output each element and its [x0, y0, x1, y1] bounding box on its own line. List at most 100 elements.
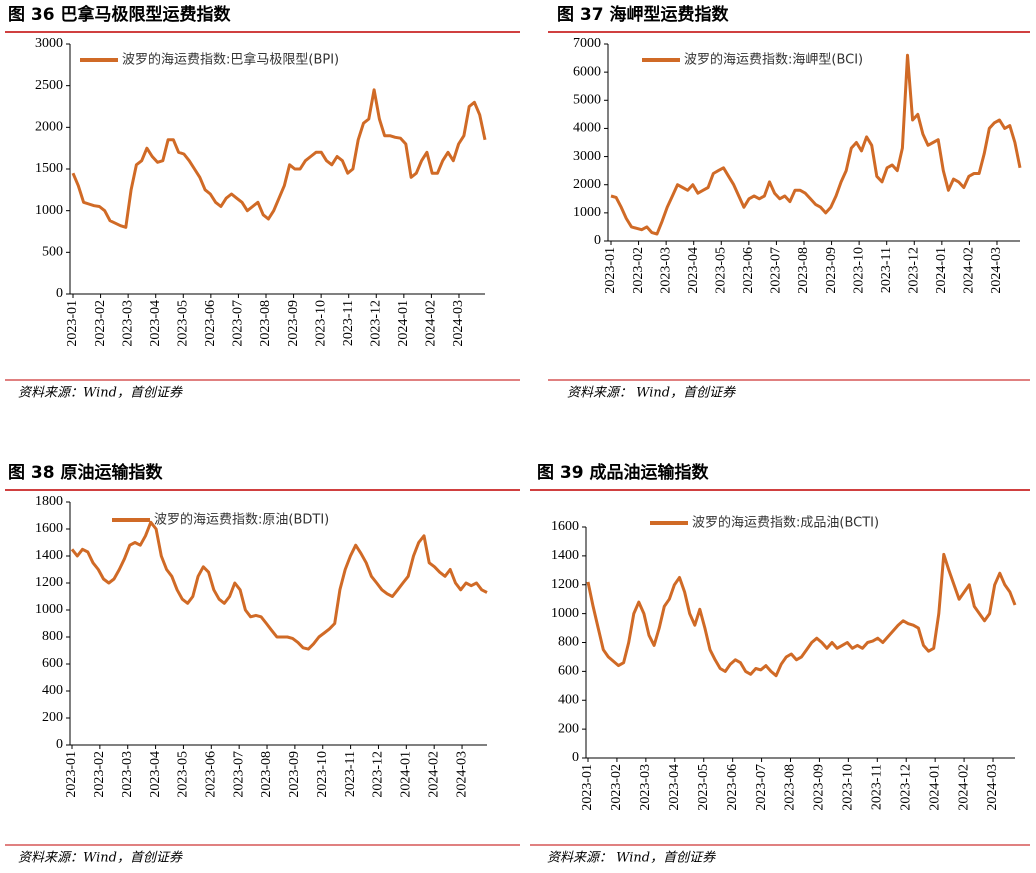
x-tick-label: 2024-01 — [399, 751, 414, 798]
x-tick-label: 2023-07 — [754, 764, 769, 811]
x-tick-label: 2023-08 — [796, 247, 811, 294]
x-tick-label: 2023-12 — [898, 764, 913, 811]
x-tick-label: 2023-06 — [741, 247, 756, 294]
x-tick-label: 2023-06 — [203, 300, 218, 347]
x-tick-label: 2023-01 — [580, 764, 595, 811]
chart-title: 图 39 成品油运输指数 — [537, 462, 709, 483]
x-tick-label: 2023-05 — [175, 300, 190, 347]
x-tick-label: 2023-01 — [603, 247, 618, 294]
source: 资料来源：Wind，首创证券 — [18, 386, 183, 401]
x-tick-label: 2023-05 — [713, 247, 728, 294]
x-tick-label: 2024-01 — [934, 247, 949, 294]
y-tick-label: 1600 — [551, 519, 579, 534]
x-tick-label: 2023-06 — [204, 751, 219, 798]
y-tick-label: 800 — [42, 629, 63, 644]
x-tick-label: 2024-03 — [989, 247, 1004, 294]
x-tick-label: 2023-06 — [725, 764, 740, 811]
line — [70, 520, 488, 651]
x-tick-label: 2023-07 — [231, 300, 246, 347]
y-tick-label: 0 — [56, 737, 63, 752]
x-tick-label: 2023-03 — [658, 247, 673, 294]
y-tick-label: 200 — [42, 710, 63, 725]
y-tick-label: 1500 — [35, 161, 63, 176]
x-tick-label: 2023-08 — [259, 751, 274, 798]
x-tick-label: 2023-10 — [841, 764, 856, 811]
y-tick-label: 3000 — [573, 149, 601, 164]
x-tick-label: 2023-11 — [870, 764, 885, 810]
x-tick-label: 2023-01 — [65, 300, 80, 347]
y-tick-label: 4000 — [573, 121, 601, 136]
y-tick-label: 600 — [42, 656, 63, 671]
x-tick-label: 2023-03 — [120, 300, 135, 347]
x-tick-label: 2023-08 — [258, 300, 273, 347]
x-tick-label: 2024-03 — [454, 751, 469, 798]
x-tick-label: 2024-02 — [426, 751, 441, 798]
x-tick-label: 2024-01 — [396, 300, 411, 347]
source: 资料来源： Wind，首创证券 — [567, 386, 736, 401]
x-tick-label: 2023-05 — [176, 751, 191, 798]
chart-title: 图 37 海岬型运费指数 — [557, 4, 729, 25]
y-tick-label: 400 — [558, 692, 579, 707]
y-tick-label: 1000 — [35, 203, 63, 218]
x-tick-label: 2024-02 — [424, 300, 439, 347]
y-tick-label: 1000 — [573, 205, 601, 220]
y-tick-label: 600 — [558, 664, 579, 679]
x-tick-label: 2023-02 — [92, 751, 107, 798]
x-tick-label: 2023-01 — [64, 751, 79, 798]
x-tick-label: 2023-12 — [371, 751, 386, 798]
x-tick-label: 2024-02 — [962, 247, 977, 294]
x-tick-label: 2023-02 — [631, 247, 646, 294]
x-tick-label: 2023-04 — [667, 764, 682, 811]
y-tick-label: 2000 — [35, 120, 63, 135]
y-tick-label: 1000 — [35, 602, 63, 617]
x-tick-label: 2023-11 — [341, 300, 356, 346]
x-tick-label: 2023-02 — [609, 764, 624, 811]
x-tick-label: 2023-03 — [120, 751, 135, 798]
x-tick-label: 2023-03 — [638, 764, 653, 811]
chart-title: 图 36 巴拿马极限型运费指数 — [8, 4, 231, 25]
y-tick-label: 500 — [42, 245, 63, 260]
x-tick-label: 2023-11 — [879, 247, 894, 293]
source: 资料来源：Wind，首创证券 — [18, 851, 183, 866]
x-tick-label: 2023-08 — [783, 764, 798, 811]
line — [586, 552, 1017, 678]
y-tick-label: 0 — [56, 286, 63, 301]
x-tick-label: 2023-04 — [148, 300, 163, 347]
x-tick-label: 2024-02 — [956, 764, 971, 811]
y-tick-label: 3000 — [35, 36, 63, 51]
y-tick-label: 1400 — [35, 548, 63, 563]
legend-label: 波罗的海运费指数:巴拿马极限型(BPI) — [122, 52, 339, 68]
y-tick-label: 1200 — [551, 577, 579, 592]
x-tick-label: 2023-09 — [287, 751, 302, 798]
y-tick-label: 7000 — [573, 36, 601, 51]
x-tick-label: 2023-09 — [812, 764, 827, 811]
y-tick-label: 2500 — [35, 78, 63, 93]
x-tick-label: 2023-04 — [686, 247, 701, 294]
x-tick-label: 2023-12 — [906, 247, 921, 294]
x-tick-label: 2023-12 — [368, 300, 383, 347]
x-tick-label: 2024-03 — [451, 300, 466, 347]
y-tick-label: 400 — [42, 683, 63, 698]
y-tick-label: 0 — [594, 233, 601, 248]
x-tick-label: 2024-01 — [927, 764, 942, 811]
line — [610, 53, 1022, 236]
x-tick-label: 2023-04 — [148, 751, 163, 798]
x-tick-label: 2023-09 — [286, 300, 301, 347]
x-tick-label: 2023-11 — [343, 751, 358, 797]
y-tick-label: 1000 — [551, 606, 579, 621]
x-tick-label: 2023-05 — [696, 764, 711, 811]
x-tick-label: 2024-03 — [985, 764, 1000, 811]
chart-title: 图 38 原油运输指数 — [8, 462, 163, 483]
y-tick-label: 1200 — [35, 575, 63, 590]
y-tick-label: 1400 — [551, 548, 579, 563]
x-tick-label: 2023-07 — [231, 751, 246, 798]
legend-label: 波罗的海运费指数:原油(BDTI) — [154, 512, 329, 528]
legend-label: 波罗的海运费指数:海岬型(BCI) — [684, 52, 863, 68]
x-tick-label: 2023-07 — [769, 247, 784, 294]
y-tick-label: 2000 — [573, 177, 601, 192]
y-tick-label: 200 — [558, 721, 579, 736]
y-tick-label: 1600 — [35, 521, 63, 536]
y-tick-label: 1800 — [35, 494, 63, 509]
y-tick-label: 0 — [572, 750, 579, 765]
x-tick-label: 2023-09 — [824, 247, 839, 294]
